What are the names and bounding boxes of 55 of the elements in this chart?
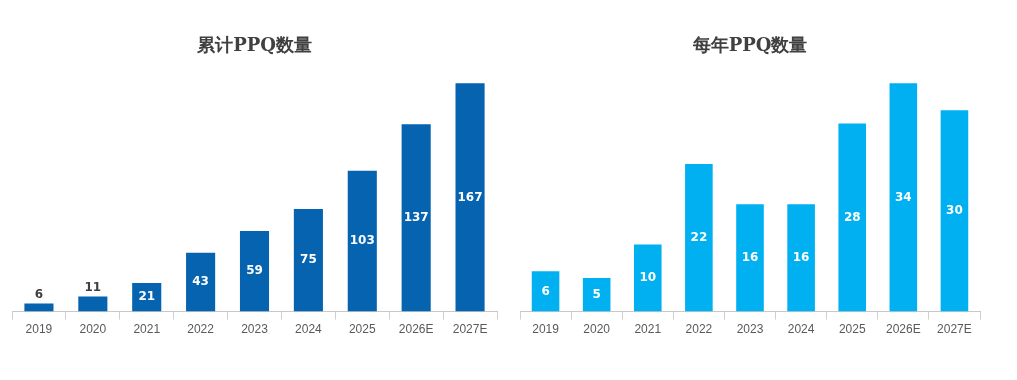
- data-label: 59: [246, 263, 263, 278]
- x-tick-label: 2027E: [937, 322, 972, 337]
- bar: [582, 278, 611, 312]
- data-label: 6: [34, 286, 44, 301]
- bar: [347, 170, 377, 312]
- x-tick-label: 2025: [348, 322, 376, 337]
- bar: [293, 209, 323, 312]
- bar: [685, 163, 713, 312]
- x-tick-label: 2019: [25, 322, 53, 337]
- x-tick-label: 2022: [187, 322, 215, 337]
- x-tick-label: 2027E: [452, 322, 488, 337]
- x-tick-label: 2025: [838, 322, 866, 337]
- data-label: 75: [300, 252, 317, 267]
- bar: [633, 244, 662, 312]
- x-tick-label: 2019: [532, 322, 560, 337]
- data-label: 167: [457, 189, 483, 204]
- x-tick-label: 2021: [634, 322, 662, 337]
- bar: [24, 303, 54, 312]
- bar: [531, 271, 560, 312]
- x-tick-label: 2020: [79, 322, 107, 337]
- data-label: 16: [741, 250, 759, 265]
- data-label: 5: [592, 286, 601, 301]
- bar: [736, 204, 764, 312]
- bar: [940, 110, 969, 312]
- data-label: 10: [639, 270, 657, 285]
- data-label: 30: [946, 203, 963, 217]
- bar: [838, 123, 867, 312]
- x-tick-label: 2026E: [398, 322, 434, 337]
- bar: [186, 252, 216, 312]
- bar: [401, 124, 431, 312]
- bar: [889, 83, 918, 312]
- data-label: 21: [138, 289, 156, 304]
- bar: [787, 204, 815, 312]
- data-label: 43: [192, 274, 209, 289]
- bar: [78, 296, 108, 312]
- data-label: 103: [349, 233, 375, 248]
- x-tick-label: 2024: [295, 322, 323, 337]
- chart-title: 每年PPQ数量: [691, 34, 808, 56]
- data-label: 6: [541, 283, 550, 298]
- chart-title: 累计PPQ数量: [196, 34, 312, 56]
- data-label: 16: [792, 250, 810, 265]
- x-tick-label: 2023: [736, 322, 764, 337]
- data-label: 11: [84, 279, 102, 294]
- data-label: 22: [690, 229, 708, 244]
- data-label: 137: [403, 210, 429, 225]
- x-tick-label: 2022: [685, 322, 713, 337]
- data-label: 34: [894, 189, 912, 204]
- bar: [455, 83, 485, 312]
- bar: [239, 230, 270, 312]
- x-tick-label: 2026E: [885, 322, 921, 337]
- x-tick-label: 2020: [583, 322, 611, 337]
- x-tick-label: 2021: [133, 322, 161, 337]
- x-tick-label: 2024: [787, 322, 815, 337]
- x-tick-label: 2023: [241, 322, 269, 337]
- data-label: 28: [843, 209, 861, 224]
